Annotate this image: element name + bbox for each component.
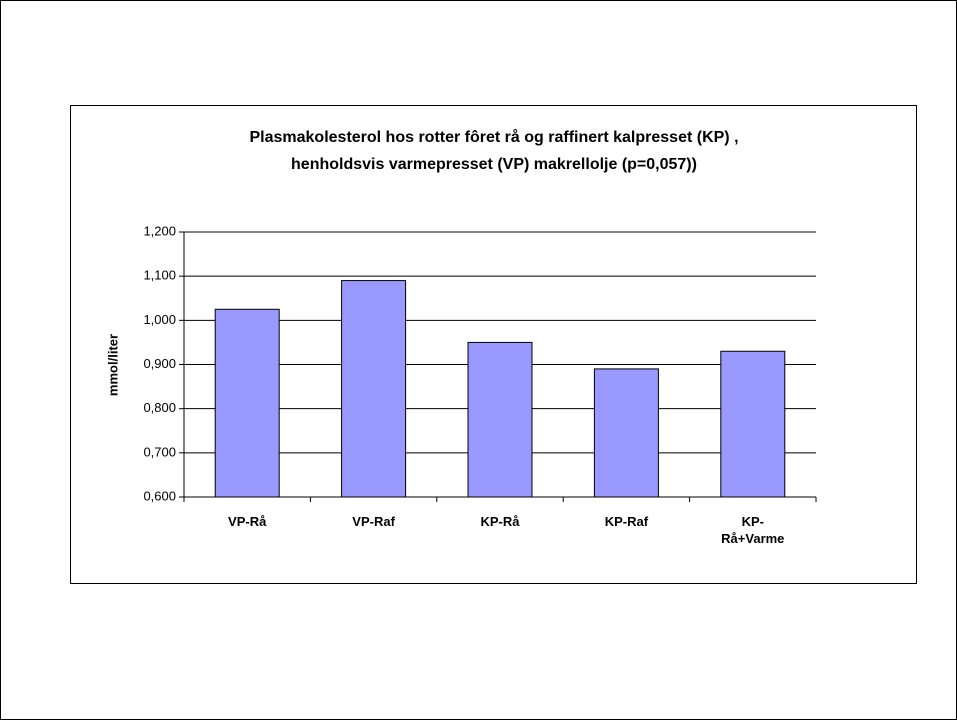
chart-title: henholdsvis varmepresset (VP) makrellolj… bbox=[291, 156, 697, 173]
x-tick-label: KP-Raf bbox=[604, 514, 649, 529]
y-axis-label: mmol/liter bbox=[105, 334, 120, 396]
x-tick-label: KP-Rå bbox=[480, 514, 520, 529]
y-tick-label: 1,100 bbox=[143, 268, 176, 283]
y-tick-label: 0,700 bbox=[143, 444, 176, 459]
y-tick-label: 1,200 bbox=[143, 223, 176, 238]
x-tick-label: VP-Rå bbox=[228, 514, 267, 529]
bar bbox=[341, 280, 407, 498]
chart-title: Plasmakolesterol hos rotter fôret rå og … bbox=[249, 128, 738, 146]
bar bbox=[214, 308, 280, 498]
y-tick-label: 0,800 bbox=[143, 400, 176, 415]
x-tick-label: KP-Rå+Varme bbox=[721, 514, 785, 546]
bar bbox=[593, 368, 659, 498]
bar bbox=[467, 341, 533, 498]
y-tick-label: 0,900 bbox=[143, 356, 176, 371]
y-tick-label: 1,000 bbox=[143, 312, 176, 327]
y-tick-label: 0,600 bbox=[143, 488, 176, 503]
bar bbox=[720, 350, 786, 498]
x-tick-label: VP-Raf bbox=[352, 514, 395, 529]
